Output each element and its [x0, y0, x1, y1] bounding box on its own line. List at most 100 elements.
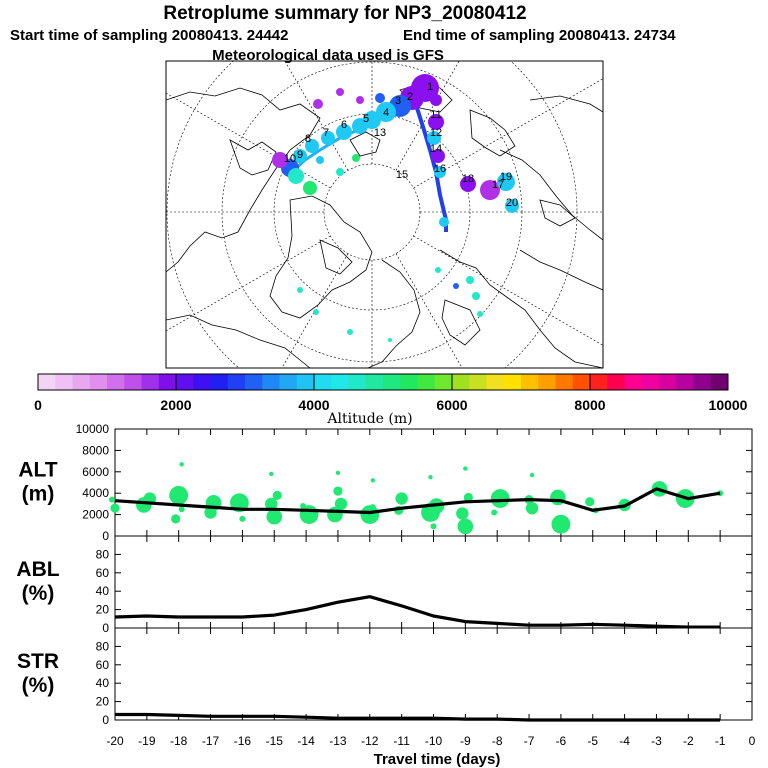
- plume-marker: [316, 156, 324, 164]
- x-tick-label: -18: [170, 734, 188, 748]
- plume-marker: [434, 166, 446, 178]
- colorbar-cell: [641, 374, 660, 390]
- coastline-segment: [229, 139, 277, 176]
- plume-marker: [293, 149, 307, 163]
- colorbar-cell: [659, 374, 677, 390]
- coastline-segment: [539, 199, 576, 227]
- x-tick-label: -19: [138, 734, 156, 748]
- day-label: 12: [430, 127, 442, 139]
- day-label: 4: [383, 107, 389, 119]
- alt-scatter-point: [490, 489, 510, 508]
- panel-unit: (%): [22, 582, 55, 605]
- meridian-line: [413, 78, 603, 189]
- alt-scatter-point: [463, 466, 468, 471]
- alt-scatter-point: [333, 486, 343, 496]
- alt-scatter-point: [335, 470, 341, 476]
- colorbar-cell: [538, 374, 556, 390]
- colorbar-cell: [452, 374, 470, 390]
- colorbar-tick-label: 8000: [574, 397, 605, 413]
- plume-marker: [431, 149, 445, 163]
- panel-frame: [114, 535, 753, 629]
- alt-scatter-point: [463, 492, 473, 503]
- day-label: 10: [284, 153, 296, 165]
- panel-frame: [114, 627, 753, 721]
- plume-marker: [272, 152, 288, 168]
- colorbar-cell: [158, 374, 177, 390]
- alt-scatter-point: [169, 485, 189, 505]
- alt-scatter-point: [327, 506, 343, 523]
- day-label: 20: [506, 197, 518, 209]
- y-tick-label: 0: [102, 621, 109, 635]
- coastline-segment: [499, 149, 603, 241]
- meteorological-label: Meteorological data used is GFS: [212, 47, 444, 64]
- alt-scatter-point: [334, 497, 348, 511]
- coastline-segment: [166, 314, 311, 368]
- meridian-line: [413, 235, 603, 346]
- panel-abl: 0 20 40 60 80 ABL(%): [16, 535, 753, 635]
- plume-marker: [356, 96, 364, 104]
- plume-marker: [460, 176, 476, 192]
- day-label: 14: [430, 143, 442, 155]
- coastline-segment: [319, 239, 353, 275]
- x-tick-label: -16: [234, 734, 252, 748]
- plume-marker: [472, 292, 480, 300]
- day-label: 15: [396, 169, 408, 181]
- y-tick-label: 6000: [82, 465, 109, 479]
- panel-alt: 0 2000 4000 6000 8000 10000 ALT(m): [18, 422, 753, 543]
- panel-unit: (%): [22, 674, 55, 697]
- plume-marker: [388, 338, 392, 342]
- plume-marker: [303, 181, 317, 195]
- x-tick-label: -2: [683, 734, 694, 748]
- coastline-segment: [269, 195, 373, 319]
- colorbar-cell: [503, 374, 522, 390]
- x-tick-label: -12: [361, 734, 379, 748]
- day-label: 5: [363, 113, 369, 125]
- colorbar-cell: [417, 374, 436, 390]
- x-tick-label: -6: [556, 734, 567, 748]
- plume-marker: [430, 94, 442, 106]
- alt-scatter-point: [300, 503, 307, 510]
- x-tick-label: 0: [749, 734, 756, 748]
- y-tick-label: 20: [96, 603, 110, 617]
- y-tick-label: 60: [96, 566, 110, 580]
- alt-scatter-point: [179, 462, 184, 467]
- plume-marker: [453, 283, 459, 289]
- alt-scatter-point: [265, 497, 278, 511]
- x-tick-label: -15: [266, 734, 284, 748]
- colorbar-cell: [227, 374, 246, 390]
- day-label: 9: [297, 149, 303, 161]
- colorbar-cell: [572, 374, 591, 390]
- figure-title: Retroplume summary for NP3_20080412: [163, 3, 526, 24]
- alt-scatter-point: [529, 472, 535, 478]
- coastline-segment: [469, 109, 516, 157]
- series-line: [114, 487, 721, 515]
- day-label: 18: [462, 173, 474, 185]
- colorbar-cell: [314, 374, 332, 390]
- plume-marker: [497, 173, 515, 191]
- colorbar-cell: [55, 374, 73, 390]
- day-label: 11: [430, 109, 441, 121]
- meridian-line: [395, 253, 463, 368]
- x-tick-label: -11: [393, 734, 410, 748]
- y-tick-label: 60: [96, 658, 110, 672]
- day-label: 6: [341, 119, 347, 131]
- colorbar-cell: [245, 374, 263, 390]
- plume-marker: [428, 114, 444, 130]
- colorbar-ticks: 0 2000 4000 6000 8000 10000: [34, 374, 748, 413]
- colorbar-cell: [262, 374, 280, 390]
- alt-scatter-point: [370, 478, 375, 483]
- alt-scatter-point: [109, 496, 115, 503]
- colorbar-cells: [38, 374, 729, 390]
- plume-marker: [352, 118, 368, 134]
- x-tick-label: -5: [587, 734, 598, 748]
- coastline-segment: [519, 249, 603, 291]
- panel-label: ALT: [18, 459, 57, 482]
- colorbar-cell: [72, 374, 91, 390]
- alt-scatter-point: [456, 507, 469, 520]
- colorbar-tick-label: 2000: [160, 397, 191, 413]
- colorbar-cell: [555, 374, 574, 390]
- colorbar-cell: [710, 374, 729, 390]
